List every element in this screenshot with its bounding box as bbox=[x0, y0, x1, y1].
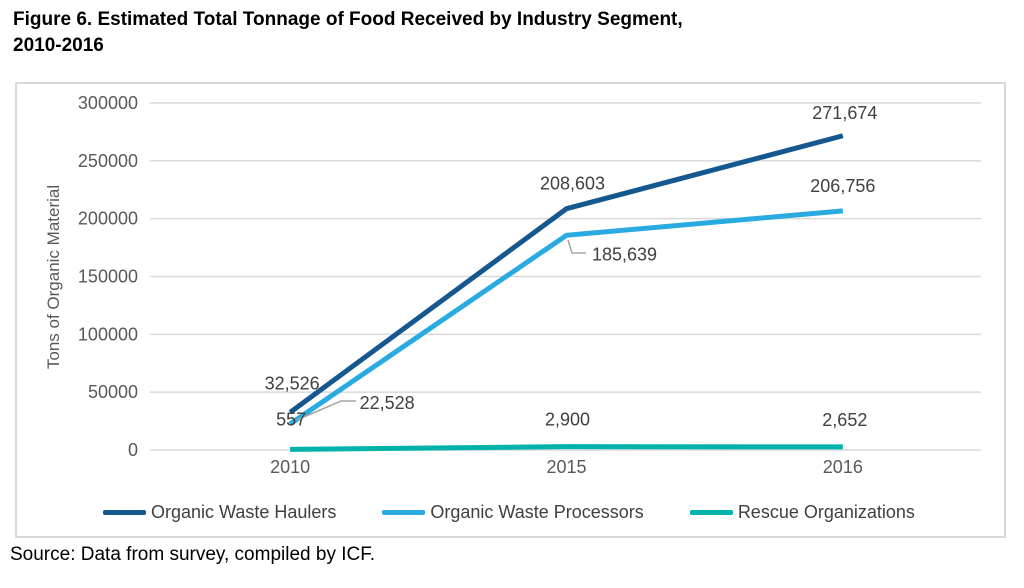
y-axis-title: Tons of Organic Material bbox=[44, 185, 63, 369]
legend-item-rescue: Rescue Organizations bbox=[689, 502, 915, 523]
y-tick-label: 150000 bbox=[78, 267, 138, 287]
figure-title-line-2: 2010-2016 bbox=[13, 35, 104, 56]
line-chart: 0 50000 100000 150000 200000 250000 300000 2010… bbox=[15, 82, 1006, 538]
y-tick-label: 0 bbox=[128, 440, 138, 460]
data-label: 32,526 bbox=[265, 373, 320, 393]
data-label: 271,674 bbox=[812, 103, 877, 123]
rescue-line-swatch bbox=[689, 510, 733, 515]
source-note: Source: Data from survey, compiled by IC… bbox=[10, 544, 375, 565]
data-label: 206,756 bbox=[810, 176, 875, 196]
data-label: 2,900 bbox=[545, 410, 590, 430]
data-label: 2,652 bbox=[822, 410, 867, 430]
label-leader-line bbox=[567, 239, 586, 254]
y-tick-label: 100000 bbox=[78, 324, 138, 344]
y-tick-label: 300000 bbox=[78, 93, 138, 113]
legend-item-processors: Organic Waste Processors bbox=[382, 502, 644, 523]
series-line-3 bbox=[290, 444, 843, 452]
label-leader-line bbox=[296, 400, 356, 421]
data-label: 185,639 bbox=[592, 244, 657, 264]
legend-item-haulers: Organic Waste Haulers bbox=[103, 502, 336, 523]
data-label: 22,528 bbox=[360, 393, 415, 413]
legend-label-processors: Organic Waste Processors bbox=[430, 502, 644, 522]
processors-line-swatch bbox=[382, 510, 426, 515]
x-tick-label: 2015 bbox=[546, 457, 586, 477]
legend-label-rescue: Rescue Organizations bbox=[737, 502, 915, 522]
figure-title: Figure 6. Estimated Total Tonnage of Foo… bbox=[13, 7, 993, 59]
y-tick-label: 250000 bbox=[78, 151, 138, 171]
chart-legend: Organic Waste Haulers Organic Waste Proc… bbox=[103, 502, 915, 523]
series-line-2 bbox=[288, 208, 844, 427]
x-tick-label: 2010 bbox=[270, 457, 310, 477]
legend-label-haulers: Organic Waste Haulers bbox=[151, 502, 337, 522]
x-tick-label: 2016 bbox=[823, 457, 863, 477]
data-label: 557 bbox=[276, 409, 306, 429]
series-line-1 bbox=[288, 133, 844, 415]
y-tick-label: 50000 bbox=[88, 382, 138, 402]
data-label: 208,603 bbox=[540, 174, 605, 194]
y-tick-label: 200000 bbox=[78, 209, 138, 229]
figure-title-line-1: Figure 6. Estimated Total Tonnage of Foo… bbox=[13, 9, 683, 30]
chart-frame bbox=[15, 82, 1006, 538]
haulers-line-swatch bbox=[103, 510, 146, 515]
